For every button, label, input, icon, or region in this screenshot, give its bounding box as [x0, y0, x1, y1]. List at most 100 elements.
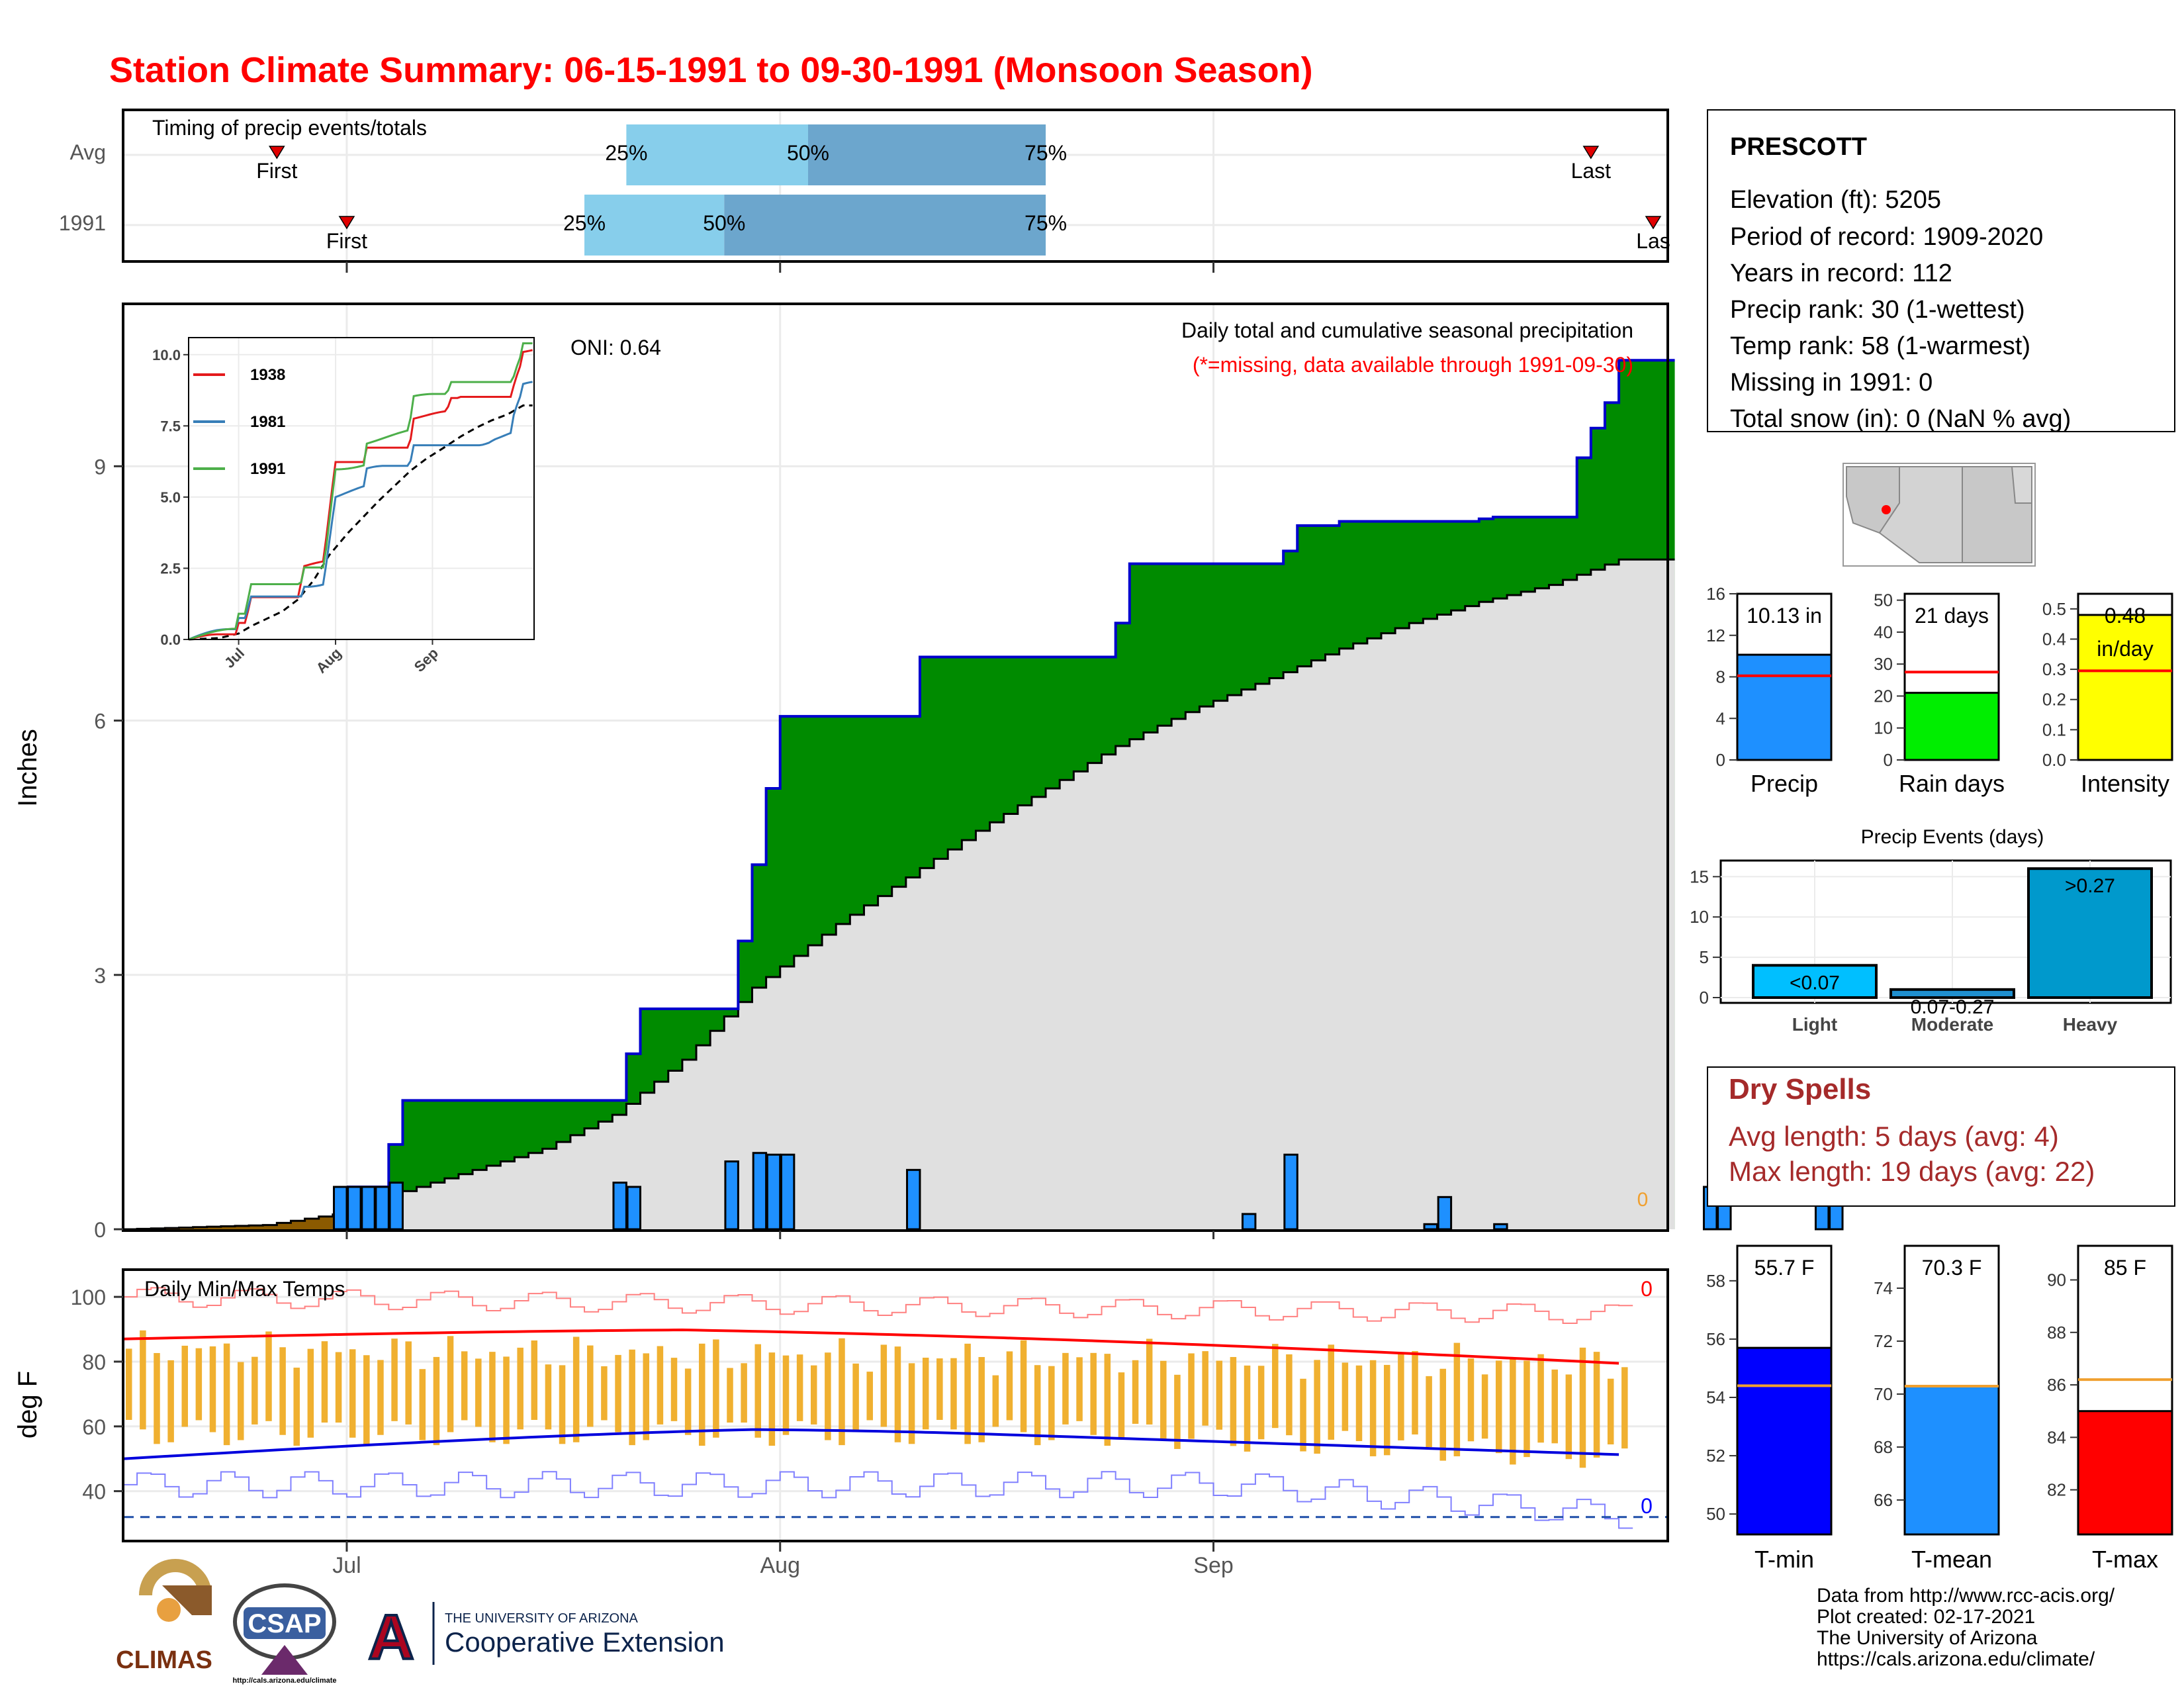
first-event-marker: [338, 216, 355, 230]
summary-axis-label: Precip: [1751, 770, 1818, 797]
last-event-marker: [1645, 216, 1662, 230]
daily-temp-bar: [587, 1345, 594, 1427]
last-event-marker: [1582, 146, 1600, 160]
daily-temp-bar: [810, 1365, 817, 1425]
summary-ytick-label: 74: [1874, 1278, 1893, 1298]
event-bar-label: >0.27: [2065, 875, 2115, 897]
ua-logo-letter: A: [368, 1602, 414, 1673]
daily-temp-bar: [154, 1352, 160, 1444]
summary-ytick-label: 0.5: [2042, 599, 2066, 619]
daily-temp-bar: [1118, 1372, 1125, 1438]
summary-ytick-label: 40: [1874, 622, 1893, 642]
page-title: Station Climate Summary: 06-15-1991 to 0…: [109, 50, 1313, 90]
timing-pct-label: 75%: [1024, 211, 1067, 235]
daily-temp-bar: [657, 1346, 664, 1425]
summary-ytick-label: 0.2: [2042, 690, 2066, 710]
summary-ytick-label: 0: [1716, 750, 1725, 770]
summary-ytick-label: 66: [1874, 1490, 1893, 1510]
daily-temp-bar: [936, 1358, 943, 1421]
daily-temp-bar: [782, 1355, 790, 1435]
csap-logo-url: http://cals.arizona.edu/climate: [232, 1677, 336, 1685]
events-ytick-label: 10: [1690, 907, 1709, 927]
daily-temp-bar: [1048, 1366, 1055, 1440]
timing-row-1991-label: 1991: [59, 211, 106, 235]
summary-axis-label: Rain days: [1899, 770, 2005, 797]
daily-temp-bar: [1495, 1360, 1502, 1454]
summary-ytick-label: 54: [1706, 1387, 1725, 1407]
daily-temp-bar: [699, 1343, 705, 1446]
daily-temp-bar: [126, 1348, 132, 1421]
daily-precip-bar: [333, 1186, 348, 1231]
event-bar: [2027, 867, 2153, 1000]
summary-value-label: 10.13 in: [1747, 604, 1822, 628]
daily-temp-bar: [992, 1375, 999, 1427]
daily-temp-bar: [363, 1355, 370, 1446]
summary-bar: [1736, 1346, 1833, 1536]
events-ytick-label: 0: [1700, 988, 1709, 1008]
summary-ytick-label: 0.3: [2042, 659, 2066, 679]
daily-temp-bar: [1426, 1376, 1432, 1448]
daily-precip-bar: [1437, 1196, 1453, 1231]
temp-panel: 40 60 80 100 Daily Min/Max Temps deg F 0 0: [13, 1268, 1669, 1542]
timing-pct-label: 50%: [787, 141, 829, 165]
timing-panel: 25% 50% 75% First Last 25% 50% 75% First Las Timi…: [59, 109, 1670, 273]
daily-temp-bar: [167, 1360, 174, 1442]
event-bar: [1752, 964, 1878, 999]
temp-ytick-label: 80: [82, 1350, 106, 1374]
summary-ytick-label: 10: [1874, 718, 1893, 738]
summary-ytick-label: 68: [1874, 1437, 1893, 1457]
daily-temp-bar: [1481, 1374, 1488, 1439]
daily-temp-bar: [601, 1366, 608, 1421]
oni-label: ONI: 0.64: [570, 336, 661, 359]
footer-line: Data from http://www.rcc-acis.org/: [1817, 1585, 2115, 1607]
daily-temp-bar: [866, 1372, 873, 1421]
dry-spells-avg: Avg length: 5 days (avg: 4): [1729, 1121, 2059, 1152]
summary-bar: [2077, 614, 2173, 761]
precip-title: Daily total and cumulative seasonal prec…: [1181, 318, 1633, 342]
summary-ytick-label: 20: [1874, 686, 1893, 706]
daily-temp-bar: [1328, 1344, 1335, 1440]
daily-temp-bar: [461, 1351, 468, 1421]
summary-ytick-label: 16: [1706, 584, 1725, 604]
daily-temp-bar: [1314, 1360, 1320, 1454]
daily-temp-bar: [1104, 1354, 1111, 1446]
timing-pct-label: 75%: [1024, 141, 1067, 165]
event-bar: [1889, 988, 2015, 999]
cumulative-1991-line: [346, 359, 1675, 1188]
temp-ylabel: deg F: [13, 1371, 42, 1438]
inset-series-line: [188, 349, 533, 641]
daily-precip-bar: [347, 1186, 362, 1231]
timing-bar-50-75: [807, 124, 1046, 185]
precip-ytick-label: 9: [94, 455, 106, 479]
daily-temp-bar: [517, 1347, 523, 1430]
summary-ytick-label: 56: [1706, 1329, 1725, 1349]
summary-value-unit: in/day: [2097, 637, 2153, 661]
csap-logo-text: CSAP: [248, 1609, 321, 1638]
daily-temp-bar: [1579, 1347, 1586, 1468]
summary-ytick-label: 0.4: [2042, 629, 2066, 649]
daily-temp-bar: [825, 1352, 831, 1440]
climas-logo-text: CLIMAS: [116, 1646, 212, 1674]
deficit-area-brown: [123, 1214, 1675, 1229]
summary-ytick-label: 72: [1874, 1331, 1893, 1351]
precip-missing-marker: 0: [1637, 1189, 1649, 1211]
daily-precip-bar: [626, 1186, 642, 1231]
station-box: PRESCOTT Elevation (ft): 5205 Period of …: [1707, 109, 2175, 433]
daily-temp-bar: [1188, 1353, 1195, 1439]
daily-temp-bar: [1565, 1374, 1572, 1460]
temp-ytick-label: 40: [82, 1480, 106, 1504]
daily-temp-bar: [964, 1343, 971, 1444]
daily-temp-bar: [754, 1344, 762, 1438]
station-name: PRESCOTT: [1730, 133, 1867, 161]
event-bar-label: 0.07-0.27: [1911, 996, 1995, 1018]
event-category-label: Light: [1792, 1014, 1837, 1035]
daily-temp-bar: [852, 1363, 859, 1432]
climas-logo: CLIMAS: [116, 1558, 212, 1674]
daily-temp-bar: [377, 1360, 384, 1435]
daily-temp-bar: [1020, 1340, 1027, 1432]
avg-min-line: [122, 1428, 1619, 1460]
daily-temp-bar: [195, 1348, 203, 1421]
daily-temp-bar: [1076, 1357, 1083, 1421]
daily-temp-bar: [684, 1368, 692, 1435]
dry-spells-max: Max length: 19 days (avg: 22): [1729, 1156, 2095, 1187]
